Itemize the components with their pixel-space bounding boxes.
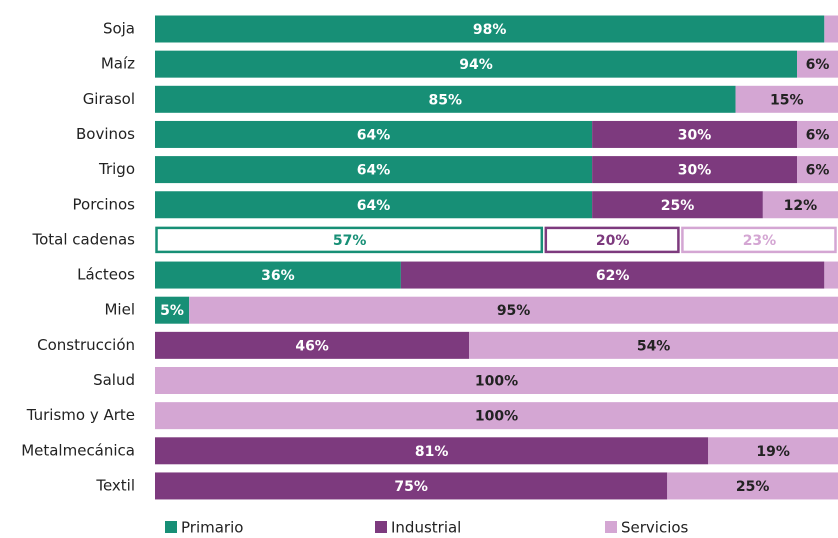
legend-swatch — [165, 521, 177, 533]
bar-segment — [155, 472, 668, 500]
value-label: 46% — [295, 338, 329, 354]
bar-segment — [735, 85, 838, 113]
value-label: 20% — [596, 233, 630, 249]
category-label: Miel — [104, 301, 135, 319]
bar-segment — [469, 331, 838, 359]
value-label: 81% — [415, 444, 449, 460]
category-label: Girasol — [83, 90, 135, 108]
bar-segment — [189, 296, 838, 324]
value-label: 12% — [784, 198, 818, 214]
value-label: 64% — [357, 127, 391, 143]
bar-segment — [155, 296, 190, 324]
category-label: Salud — [93, 371, 135, 389]
value-label: 6% — [806, 163, 830, 179]
value-label: 98% — [473, 22, 507, 38]
bar-segment — [592, 191, 763, 219]
bar-segment — [667, 472, 838, 500]
bar-segment — [155, 261, 401, 289]
bar-segment — [797, 50, 838, 78]
category-label: Turismo y Arte — [26, 406, 135, 424]
bar-segment — [155, 15, 825, 43]
value-label: 62% — [596, 268, 630, 284]
value-label: 36% — [261, 268, 295, 284]
category-label: Metalmecánica — [21, 441, 135, 459]
value-label: 54% — [637, 338, 671, 354]
legend-label: Industrial — [391, 519, 461, 537]
legend-label: Servicios — [621, 519, 689, 537]
category-label: Porcinos — [73, 195, 136, 213]
value-label: 15% — [770, 92, 804, 108]
bar-segment — [824, 15, 838, 43]
category-label: Bovinos — [76, 125, 135, 143]
value-label: 30% — [678, 163, 712, 179]
value-label: 94% — [459, 57, 493, 73]
bar-segment — [797, 156, 838, 184]
value-label: 64% — [357, 198, 391, 214]
category-label: Total cadenas — [31, 230, 135, 248]
category-label: Construcción — [37, 336, 135, 354]
bar-segment — [155, 50, 798, 78]
category-label: Lácteos — [77, 266, 135, 284]
value-label: 100% — [475, 374, 518, 390]
bar-segment — [762, 191, 838, 219]
value-label: 30% — [678, 127, 712, 143]
category-label: Maíz — [101, 55, 135, 73]
value-label: 95% — [497, 303, 531, 319]
bar-segment — [544, 226, 680, 254]
value-label: 85% — [429, 92, 463, 108]
value-label: 6% — [806, 57, 830, 73]
value-label: 64% — [357, 163, 391, 179]
value-label: 25% — [736, 479, 770, 495]
bar-segment — [824, 261, 838, 289]
bar-segment — [155, 402, 838, 430]
bar-segment — [400, 261, 825, 289]
bar-segment — [797, 120, 838, 148]
value-label: 100% — [475, 409, 518, 425]
bar-segment — [681, 226, 837, 254]
legend-swatch — [605, 521, 617, 533]
legend-swatch — [375, 521, 387, 533]
bar-segment — [155, 120, 593, 148]
category-label: Soja — [103, 20, 135, 38]
value-label: 5% — [160, 303, 184, 319]
category-label: Trigo — [98, 160, 135, 178]
value-label: 19% — [756, 444, 790, 460]
value-label: 25% — [661, 198, 695, 214]
value-label: 57% — [333, 233, 367, 249]
bar-segment — [708, 437, 838, 465]
bar-segment — [155, 331, 470, 359]
value-label: 6% — [806, 127, 830, 143]
bar-segment — [155, 85, 736, 113]
value-label: 75% — [394, 479, 428, 495]
bar-segment — [592, 120, 798, 148]
bar-segment — [592, 156, 798, 184]
category-label: Textil — [95, 476, 135, 494]
bar-segment — [155, 191, 593, 219]
value-label: 23% — [743, 233, 777, 249]
legend-label: Primario — [181, 519, 243, 537]
bar-segment — [155, 367, 838, 394]
bar-segment — [155, 226, 544, 254]
bar-segment — [155, 437, 709, 465]
bar-segment — [155, 156, 593, 184]
